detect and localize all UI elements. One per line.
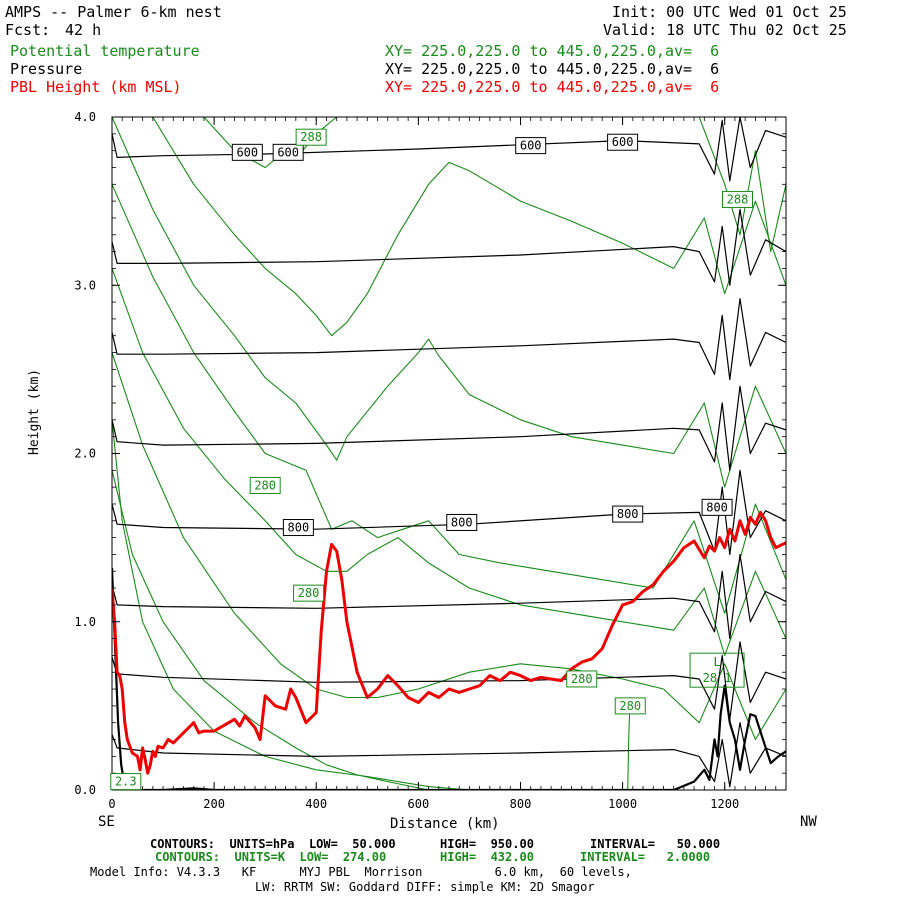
y-tick-label: 1.0 (74, 615, 96, 629)
svg-text:2.3: 2.3 (115, 775, 137, 789)
pressure-line-pressure-800 (112, 469, 786, 556)
theta-label: 280 (614, 697, 646, 715)
footer-theta-contours: CONTOURS: UNITS=K LOW= 274.00 (155, 850, 387, 864)
forecast-label: Fcst: (5, 21, 51, 39)
pressure-label: 600 (607, 133, 639, 151)
axis-ticks: 0 200 400 600 800 1000 1200 0.0 1.0 2.0 3.0 4.0 (74, 110, 787, 811)
svg-text:800: 800 (706, 500, 728, 514)
low-box-value: 28 1 (703, 671, 732, 685)
theta-line-theta-d (112, 268, 786, 656)
pressure-label: 600 (272, 143, 304, 161)
svg-text:288: 288 (300, 130, 322, 144)
x-axis-label: Distance (km) (390, 816, 500, 832)
theta-line-theta-b (112, 470, 429, 790)
footer-theta-interval: INTERVAL= 2.0000 (580, 850, 711, 864)
theta-line-theta-c (112, 352, 786, 741)
pressure-line-pressure-650 (112, 298, 786, 381)
x-tick-label: 600 (408, 797, 430, 811)
theta-line-theta-j (627, 705, 631, 790)
svg-text:800: 800 (451, 515, 473, 529)
svg-text:600: 600 (612, 135, 634, 149)
footer-theta-high: HIGH= 432.00 (440, 850, 534, 864)
svg-text:800: 800 (288, 521, 310, 535)
plot-layer (112, 117, 786, 790)
pressure-line-pressure-550 (112, 117, 786, 182)
y-tick-label: 0.0 (74, 783, 96, 797)
pressure-label: 800 (612, 505, 644, 523)
theta-label: 280 (249, 476, 281, 494)
contour-labels: 600 600 600 600 800 800 800 800 288 288 280 280 280 2… (110, 128, 753, 791)
pressure-label: 800 (282, 519, 314, 537)
svg-text:280: 280 (254, 478, 276, 492)
theta-label: 2.3 (110, 773, 142, 791)
y-tick-label: 2.0 (74, 447, 96, 461)
legend-theta-xy: XY= 225.0,225.0 to 445.0,225.0,av= 6 (385, 42, 720, 60)
low-box-letter: L (713, 655, 720, 669)
svg-text:280: 280 (298, 586, 320, 600)
valid-time: Valid: 18 UTC Thu 02 Oct 25 (603, 21, 847, 39)
legend-theta-name: Potential temperature (10, 42, 200, 60)
theta-label: 288 (721, 190, 753, 208)
svg-text:280: 280 (571, 672, 593, 686)
forecast-value: 42 h (65, 21, 102, 39)
footer-pressure-high: HIGH= 950.00 (440, 837, 534, 851)
svg-text:600: 600 (277, 145, 299, 159)
pressure-line-pressure-600 (112, 208, 786, 286)
legend-pbl-name: PBL Height (km MSL) (10, 78, 182, 96)
svg-text:800: 800 (617, 507, 639, 521)
low-pressure-box: L 28 1 (689, 652, 745, 688)
x-left-end-label: SE (98, 814, 115, 830)
x-right-end-label: NW (800, 814, 817, 830)
theta-line-theta-i (698, 117, 786, 253)
pressure-line-pressure-700 (112, 385, 786, 471)
footer-pressure-contours: CONTOURS: UNITS=hPa LOW= 50.000 (150, 837, 396, 851)
pressure-label: 800 (701, 498, 733, 516)
pressure-label: 800 (446, 513, 478, 531)
svg-text:600: 600 (236, 145, 258, 159)
x-tick-label: 200 (203, 797, 225, 811)
theta-line-theta-f (112, 117, 786, 488)
y-tick-label: 3.0 (74, 278, 96, 292)
plot-series (112, 117, 786, 790)
theta-label: 288 (295, 128, 327, 146)
svg-text:280: 280 (619, 699, 641, 713)
footer-physics-info: LW: RRTM SW: Goddard DIFF: simple KM: 2D… (255, 880, 595, 894)
svg-text:288: 288 (727, 192, 749, 206)
pressure-label: 600 (231, 143, 263, 161)
pressure-line-pressure-900 (112, 722, 786, 788)
x-tick-label: 1200 (710, 797, 739, 811)
init-time: Init: 00 UTC Wed 01 Oct 25 (612, 3, 847, 21)
footer-pressure-interval: INTERVAL= 50.000 (590, 837, 721, 851)
svg-text:600: 600 (520, 139, 542, 153)
x-tick-label: 800 (510, 797, 532, 811)
y-tick-label: 4.0 (74, 110, 96, 124)
footer-model-info: Model Info: V4.3.3 KF MYJ PBL Morrison 6… (90, 865, 632, 879)
pressure-label: 600 (515, 137, 547, 155)
theta-label: 280 (293, 584, 325, 602)
legend-pressure-name: Pressure (10, 60, 83, 78)
x-tick-label: 400 (305, 797, 327, 811)
x-tick-label: 0 (108, 797, 115, 811)
theta-line-theta-g (152, 117, 786, 337)
y-axis-label: Height (km) (27, 368, 42, 455)
legend-pbl-xy: XY= 225.0,225.0 to 445.0,225.0,av= 6 (385, 78, 720, 96)
pbl-line-pbl-height-km-msl- (112, 510, 786, 775)
theta-label: 280 (566, 670, 598, 688)
pressure-line-pressure-750 (112, 553, 786, 640)
legend-pressure-xy: XY= 225.0,225.0 to 445.0,225.0,av= 6 (385, 60, 720, 78)
x-tick-label: 1000 (608, 797, 637, 811)
pressure-line-pressure-850 (112, 641, 786, 720)
header-title: AMPS -- Palmer 6-km nest (5, 3, 222, 21)
theta-line-theta-e (112, 184, 786, 614)
